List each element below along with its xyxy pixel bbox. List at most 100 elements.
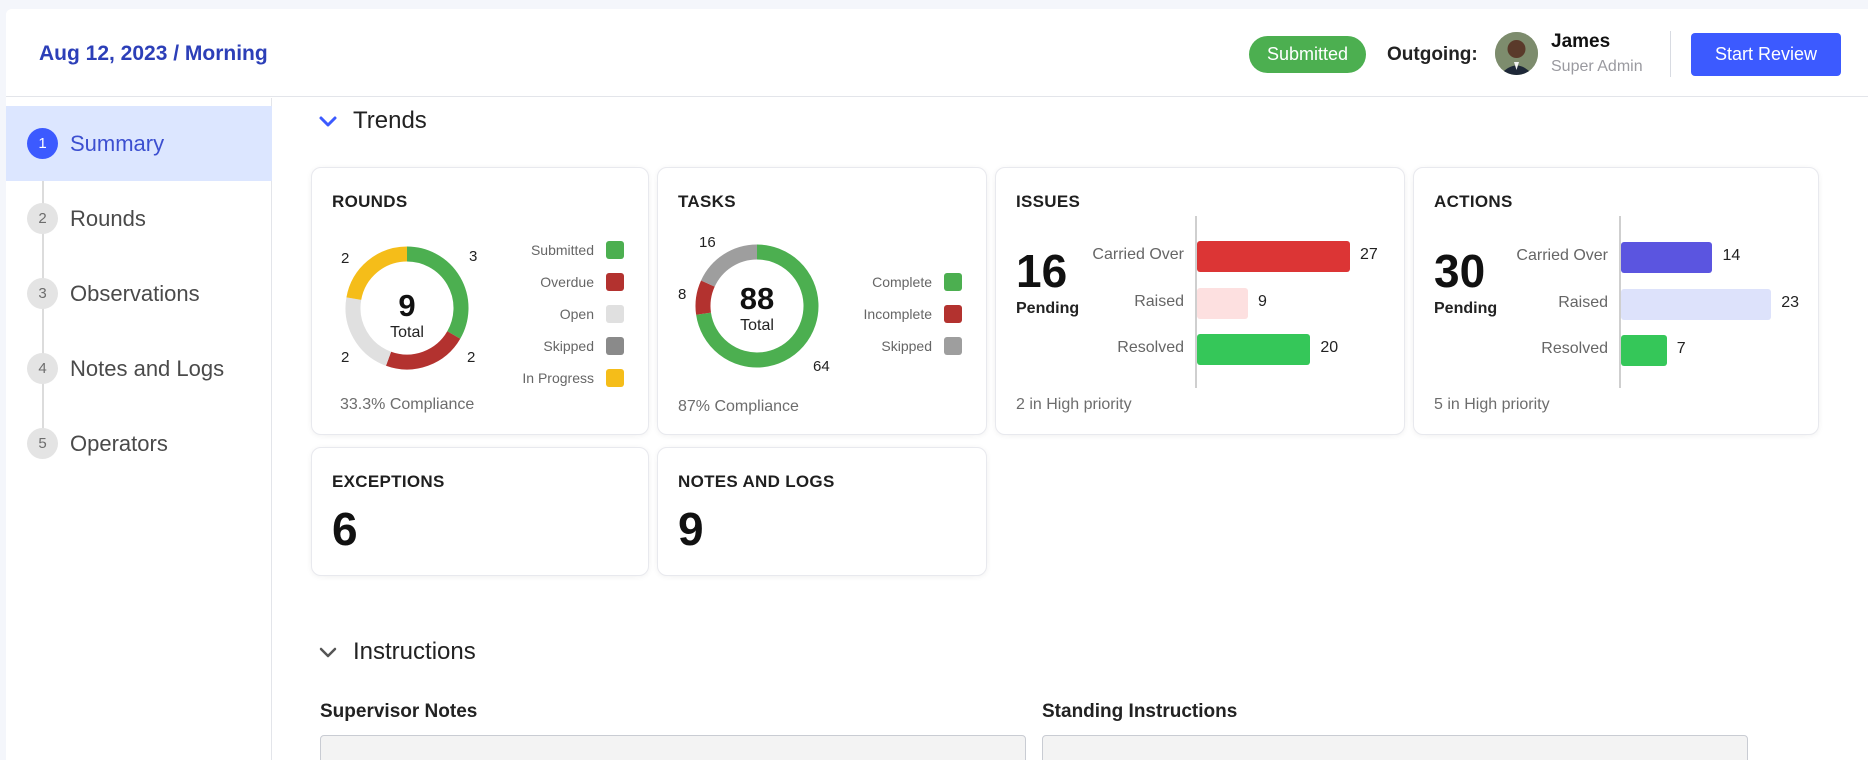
- donut-slice-overdue: [385, 330, 461, 370]
- supervisor-notes-label: Supervisor Notes: [320, 701, 478, 722]
- actions-pending-count: 30: [1434, 245, 1486, 297]
- step-number: 1: [27, 128, 58, 159]
- tasks-total-label: Total: [740, 317, 774, 334]
- card-title: NOTES AND LOGS: [678, 472, 835, 491]
- user-role: Super Admin: [1551, 58, 1643, 75]
- slice-label-incomplete: 8: [678, 286, 687, 303]
- bar-label-resolved: Resolved: [1117, 339, 1184, 356]
- issues-bar-resolved: [1197, 334, 1311, 365]
- step-number: 2: [27, 203, 58, 234]
- legend-label: Open: [559, 306, 594, 322]
- legend-label: Skipped: [881, 338, 932, 354]
- legend-label: Skipped: [543, 338, 594, 354]
- sidebar-item-label: Observations: [70, 280, 200, 306]
- issues-pending-count: 16: [1016, 245, 1068, 297]
- slice-label-submitted: 3: [469, 248, 478, 265]
- chevron-down-icon: [319, 647, 337, 658]
- notes-logs-count: 9: [678, 503, 704, 555]
- step-number: 4: [27, 353, 58, 384]
- issues-pending-label: Pending: [1016, 300, 1080, 317]
- legend-swatch: [944, 337, 962, 355]
- trends-section-toggle[interactable]: Trends: [317, 107, 427, 135]
- bar-label-raised: Raised: [1134, 293, 1184, 310]
- status-badge: Submitted: [1249, 36, 1366, 73]
- donut-slice-submitted: [406, 246, 469, 339]
- rounds-total-value: 9: [398, 288, 416, 323]
- legend-swatch: [606, 273, 624, 291]
- tasks-compliance: 87% Compliance: [678, 398, 799, 415]
- chevron-down-icon: [319, 116, 337, 127]
- donut-slice-skipped: [701, 244, 758, 287]
- rounds-donut-chart: [345, 246, 469, 370]
- card-title: ACTIONS: [1434, 192, 1513, 211]
- actions-pending-label: Pending: [1434, 300, 1498, 317]
- exceptions-count: 6: [332, 503, 358, 555]
- issues-high-priority: 2 in High priority: [1016, 396, 1132, 413]
- instructions-section-toggle[interactable]: Instructions: [317, 638, 476, 666]
- top-header: Aug 12, 2023 / Morning Submitted Outgoin…: [6, 9, 1868, 97]
- sidebar-item-label: Rounds: [70, 205, 146, 231]
- sidebar-item-observations[interactable]: 3 Observations: [6, 256, 272, 331]
- legend-in-progress: In Progress: [522, 369, 624, 387]
- rounds-card[interactable]: ROUNDS 9 Total 3 2 2 2 Submitted Overdue…: [311, 167, 649, 435]
- legend-complete: Complete: [872, 273, 962, 291]
- legend-submitted: Submitted: [531, 241, 624, 259]
- tasks-card[interactable]: TASKS 88 Total 64 8 16 Complete Incomple…: [657, 167, 987, 435]
- actions-bar-raised: [1621, 289, 1772, 320]
- sidebar-item-operators[interactable]: 5 Operators: [6, 406, 272, 481]
- page-title: Aug 12, 2023 / Morning: [39, 42, 268, 65]
- actions-bar-carried-over: [1621, 242, 1713, 273]
- actions-bar-resolved: [1621, 335, 1667, 366]
- sidebar-item-rounds[interactable]: 2 Rounds: [6, 181, 272, 256]
- app-window: Aug 12, 2023 / Morning Submitted Outgoin…: [6, 9, 1868, 760]
- sidebar-item-label: Notes and Logs: [70, 355, 225, 381]
- legend-swatch: [606, 241, 624, 259]
- section-title: Instructions: [353, 638, 476, 665]
- donut-slice-open: [345, 297, 392, 366]
- slice-label-in-progress: 2: [341, 250, 350, 267]
- rounds-compliance: 33.3% Compliance: [340, 396, 475, 413]
- issues-card[interactable]: ISSUES 16 Pending Carried Over Raised Re…: [995, 167, 1405, 435]
- outgoing-label: Outgoing:: [1387, 44, 1478, 65]
- donut-slice-complete: [696, 244, 819, 368]
- sidebar-item-notes-and-logs[interactable]: 4 Notes and Logs: [6, 331, 272, 406]
- bar-value-raised: 23: [1781, 294, 1800, 311]
- start-review-button[interactable]: Start Review: [1691, 33, 1841, 76]
- standing-instructions-field[interactable]: [1042, 735, 1748, 760]
- slice-label-complete: 64: [813, 358, 830, 375]
- sidebar-item-label: Operators: [70, 430, 168, 456]
- avatar[interactable]: [1495, 32, 1538, 75]
- card-title: ISSUES: [1016, 192, 1081, 211]
- bar-label-raised: Raised: [1558, 294, 1608, 311]
- legend-skipped: Skipped: [543, 337, 624, 355]
- rounds-total-label: Total: [390, 324, 424, 341]
- issues-bar-carried-over: [1197, 241, 1350, 272]
- legend-overdue: Overdue: [540, 273, 624, 291]
- bar-label-carried-over: Carried Over: [1092, 246, 1184, 263]
- bar-label-carried-over: Carried Over: [1516, 247, 1608, 264]
- standing-instructions-label: Standing Instructions: [1042, 701, 1238, 722]
- sidebar-item-summary[interactable]: 1 Summary: [6, 106, 272, 181]
- supervisor-notes-field[interactable]: [320, 735, 1026, 760]
- legend-skipped: Skipped: [881, 337, 962, 355]
- exceptions-card[interactable]: EXCEPTIONS 6: [311, 447, 649, 576]
- slice-label-overdue: 2: [467, 349, 476, 366]
- tasks-total: 88 Total: [722, 283, 792, 335]
- section-title: Trends: [353, 107, 427, 134]
- actions-card[interactable]: ACTIONS 30 Pending Carried Over Raised R…: [1413, 167, 1819, 435]
- legend-label: Overdue: [540, 274, 594, 290]
- step-number: 3: [27, 278, 58, 309]
- notes-logs-card[interactable]: NOTES AND LOGS 9: [657, 447, 987, 576]
- sidebar-item-label: Summary: [70, 130, 165, 156]
- user-name: James: [1551, 31, 1611, 52]
- legend-label: Submitted: [530, 242, 594, 258]
- header-divider: [1670, 31, 1671, 77]
- legend-incomplete: Incomplete: [864, 305, 962, 323]
- slice-label-open: 2: [341, 349, 350, 366]
- legend-swatch: [944, 273, 962, 291]
- bar-value-carried-over: 14: [1722, 247, 1741, 264]
- card-title: ROUNDS: [332, 192, 408, 211]
- legend-open: Open: [560, 305, 624, 323]
- card-title: EXCEPTIONS: [332, 472, 445, 491]
- legend-swatch: [606, 337, 624, 355]
